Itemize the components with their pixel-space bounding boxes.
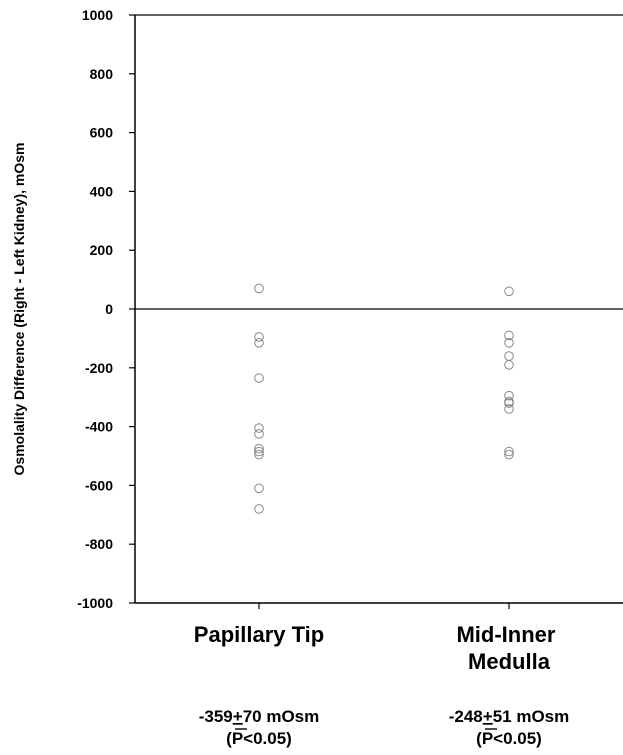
data-point [504, 390, 514, 401]
y-axis-ticks: 1000 800 600 400 200 0 -200 -400 -600 -800 -1000 [77, 7, 135, 611]
data-point [254, 504, 264, 514]
data-point [254, 449, 264, 460]
y-tick-label: 1000 [82, 7, 113, 23]
data-point [504, 398, 514, 408]
y-tick-label: 600 [90, 125, 114, 141]
y-tick-label: 800 [90, 66, 114, 82]
category-label-papillary-tip: Papillary Tip [194, 622, 324, 647]
data-point [254, 443, 264, 454]
stat-p-mid-inner-medulla: (P<0.05) [476, 729, 542, 748]
y-tick-label: -600 [85, 477, 113, 493]
data-point [254, 429, 264, 439]
data-point [254, 446, 264, 457]
data-point [504, 351, 514, 361]
category-label-mid-inner-medulla: Mid-Inner Medulla [456, 622, 561, 674]
y-tick-label: -200 [85, 360, 113, 376]
data-point [254, 283, 264, 294]
data-point [254, 332, 264, 342]
y-tick-label: -400 [85, 419, 113, 435]
y-tick-label: 0 [105, 301, 113, 317]
data-point [504, 404, 514, 414]
data-point [504, 330, 514, 341]
y-tick-label: -800 [85, 536, 113, 552]
stat-mean-mid-inner-medulla: -248+51 mOsm [449, 707, 570, 726]
stat-mean-papillary-tip: -359+70 mOsm [199, 707, 320, 726]
data-point [254, 338, 264, 348]
data-point [254, 483, 264, 494]
x-axis-ticks [258, 603, 510, 609]
data-points [254, 283, 514, 514]
data-point [254, 423, 264, 433]
y-tick-label: 400 [90, 183, 114, 199]
y-tick-label: -1000 [77, 595, 113, 611]
y-axis-label: Osmolality Difference (Right - Left Kidn… [11, 143, 27, 476]
data-point [254, 373, 264, 383]
data-point [504, 360, 514, 370]
y-tick-label: 200 [90, 242, 114, 258]
data-point [504, 449, 514, 460]
stat-p-papillary-tip: (P<0.05) [226, 729, 292, 748]
data-point [504, 446, 514, 457]
data-point [504, 286, 514, 297]
data-point [504, 338, 514, 348]
